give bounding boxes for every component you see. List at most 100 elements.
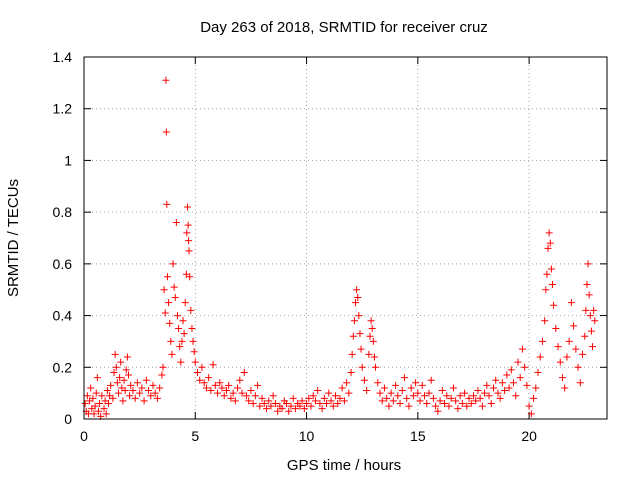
data-point-plus xyxy=(498,379,506,387)
data-point-plus xyxy=(289,394,297,402)
data-point-plus xyxy=(222,387,230,395)
data-point-plus xyxy=(311,397,319,405)
y-tick-label: 1.4 xyxy=(53,49,73,65)
data-point-plus xyxy=(358,363,366,371)
data-point-plus xyxy=(516,374,524,382)
data-point-plus xyxy=(336,394,344,402)
x-axis-label: GPS time / hours xyxy=(287,457,401,474)
data-point-plus xyxy=(357,345,365,353)
data-point-plus xyxy=(396,399,404,407)
data-point-plus xyxy=(104,399,112,407)
data-point-plus xyxy=(376,389,384,397)
data-point-plus xyxy=(418,381,426,389)
data-point-plus xyxy=(343,379,351,387)
data-point-plus xyxy=(356,330,364,338)
y-tick-label: 1 xyxy=(64,152,72,168)
data-point-plus xyxy=(461,389,469,397)
data-point-plus xyxy=(380,384,388,392)
data-point-plus xyxy=(102,410,110,418)
data-point-plus xyxy=(125,371,133,379)
data-point-plus xyxy=(285,407,293,415)
chart-title: Day 263 of 2018, SRMTID for receiver cru… xyxy=(200,19,488,36)
data-point-plus xyxy=(179,317,187,325)
data-point-plus xyxy=(521,363,529,371)
data-point-plus xyxy=(178,337,186,345)
data-point-plus xyxy=(256,402,264,410)
data-point-plus xyxy=(585,291,593,299)
data-point-plus xyxy=(434,407,442,415)
data-point-plus xyxy=(323,399,331,407)
data-point-plus xyxy=(185,247,193,255)
data-point-plus xyxy=(544,244,552,252)
data-point-plus xyxy=(303,399,311,407)
data-point-plus xyxy=(156,384,164,392)
data-point-plus xyxy=(126,392,134,400)
data-point-plus xyxy=(161,309,169,317)
data-point-plus xyxy=(476,394,484,402)
data-point-plus xyxy=(163,273,171,281)
data-point-plus xyxy=(454,405,462,413)
data-point-plus xyxy=(542,286,550,294)
data-point-plus xyxy=(425,389,433,397)
data-point-plus xyxy=(574,363,582,371)
y-tick-label: 0.4 xyxy=(53,308,73,324)
data-point-plus xyxy=(151,389,159,397)
data-point-plus xyxy=(374,379,382,387)
data-point-plus xyxy=(487,399,495,407)
data-point-plus xyxy=(510,379,518,387)
data-point-plus xyxy=(353,286,361,294)
data-point-plus xyxy=(318,405,326,413)
data-point-plus xyxy=(113,379,121,387)
data-point-plus xyxy=(370,353,378,361)
data-point-plus xyxy=(168,350,176,358)
data-point-plus xyxy=(474,387,482,395)
data-point-plus xyxy=(296,402,304,410)
data-point-plus xyxy=(188,325,196,332)
data-point-plus xyxy=(149,381,157,389)
data-point-plus xyxy=(505,384,513,392)
data-point-plus xyxy=(298,397,306,405)
data-point-plus xyxy=(242,392,250,400)
data-point-plus xyxy=(523,381,531,389)
data-point-plus xyxy=(496,394,504,402)
data-point-plus xyxy=(541,317,549,325)
data-point-plus xyxy=(469,392,477,400)
data-point-plus xyxy=(187,306,195,314)
data-point-plus xyxy=(196,376,204,384)
data-point-plus xyxy=(329,402,337,410)
data-point-plus xyxy=(109,394,117,402)
data-point-plus xyxy=(112,363,120,371)
data-point-plus xyxy=(92,389,100,397)
data-point-plus xyxy=(136,389,144,397)
data-point-plus xyxy=(489,384,497,392)
x-tick-label: 10 xyxy=(299,428,315,444)
data-point-plus xyxy=(162,76,170,84)
y-tick-label: 0 xyxy=(64,411,72,427)
data-point-plus xyxy=(185,237,193,245)
data-point-plus xyxy=(363,387,371,395)
data-point-plus xyxy=(114,389,122,397)
data-point-plus xyxy=(355,312,363,320)
data-point-plus xyxy=(445,402,453,410)
y-tick-label: 0.6 xyxy=(53,256,73,272)
data-point-plus xyxy=(300,405,308,413)
data-point-plus xyxy=(423,399,431,407)
data-point-plus xyxy=(234,384,242,392)
gridlines xyxy=(84,57,607,419)
data-point-plus xyxy=(119,397,127,405)
data-point-plus xyxy=(534,368,542,376)
data-point-plus xyxy=(570,322,578,330)
data-point-plus xyxy=(507,366,515,374)
data-point-plus xyxy=(271,399,279,407)
data-point-plus xyxy=(354,293,362,301)
data-point-plus xyxy=(307,402,315,410)
data-point-plus xyxy=(590,306,598,314)
x-tick-label: 15 xyxy=(410,428,426,444)
data-point-plus xyxy=(245,397,253,405)
y-tick-label: 0.8 xyxy=(53,204,73,220)
data-point-plus xyxy=(258,394,266,402)
data-point-plus xyxy=(96,399,104,407)
data-point-plus xyxy=(238,389,246,397)
data-point-plus xyxy=(170,283,178,291)
data-point-plus xyxy=(467,399,475,407)
